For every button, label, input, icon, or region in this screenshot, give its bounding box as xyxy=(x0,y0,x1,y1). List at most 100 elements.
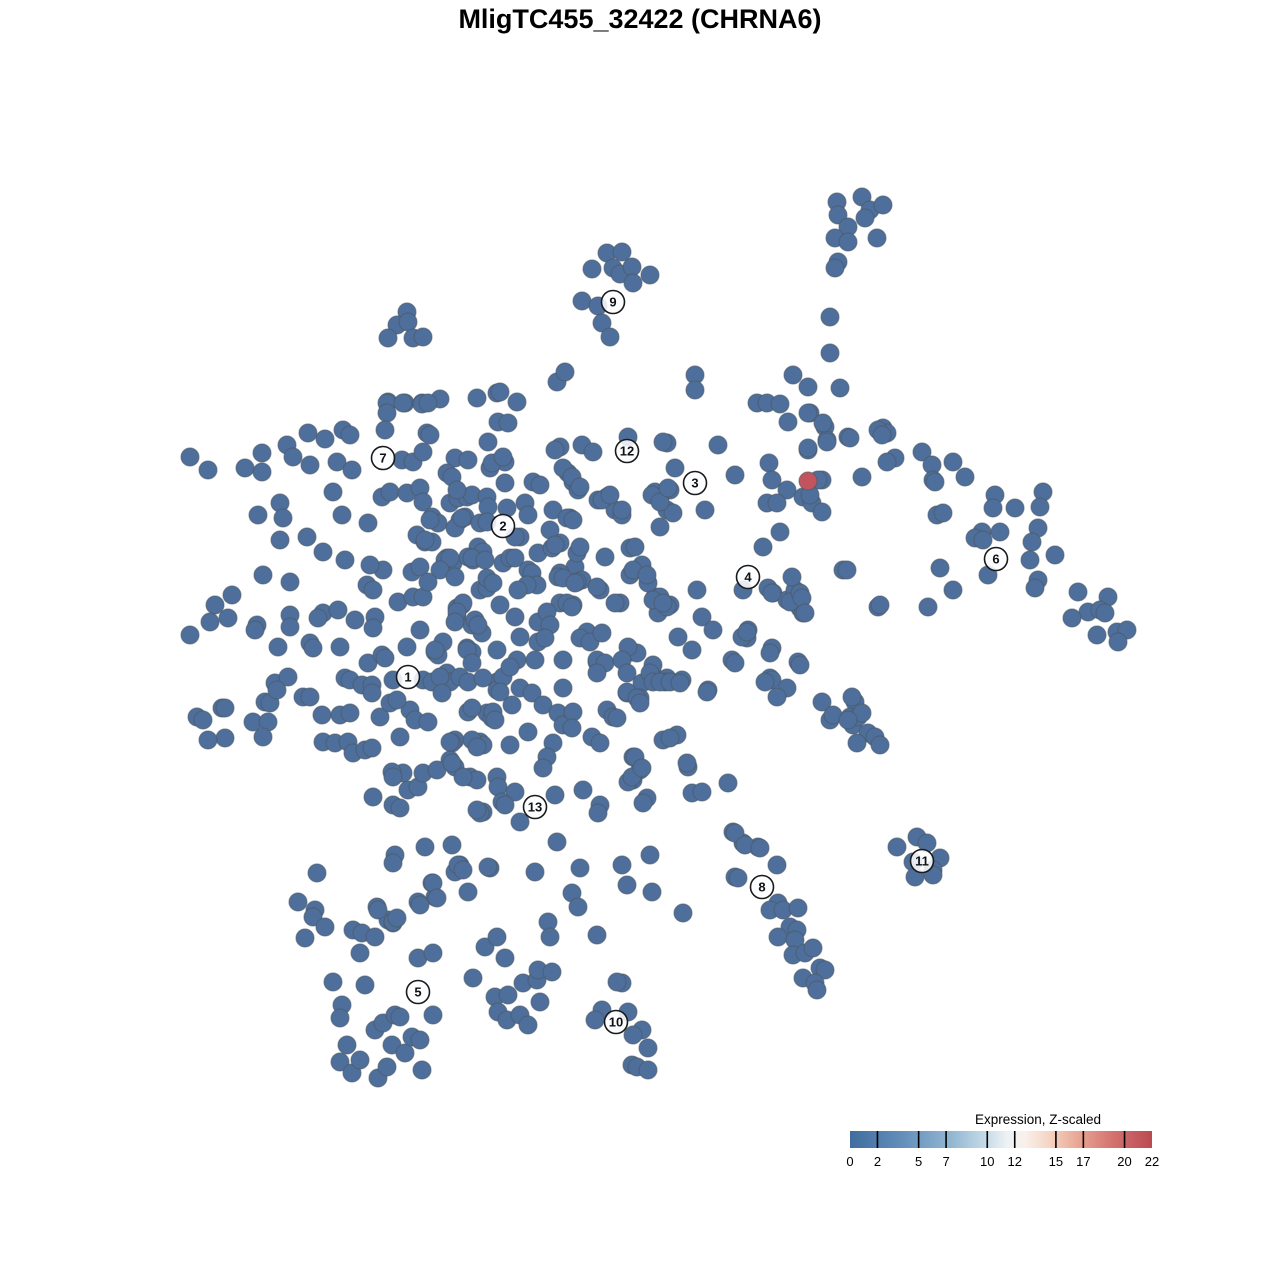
cell-point xyxy=(390,1007,410,1027)
cell-point xyxy=(413,327,433,347)
cell-point xyxy=(592,623,612,643)
cell-point xyxy=(803,938,823,958)
cell-point xyxy=(568,897,588,917)
cell-point xyxy=(638,1060,658,1080)
cell-point xyxy=(510,812,530,832)
cell-point xyxy=(553,650,573,670)
cell-point xyxy=(453,860,473,880)
cell-point xyxy=(518,722,538,742)
cell-point xyxy=(490,682,510,702)
cell-point xyxy=(930,558,950,578)
cluster-label-12: 12 xyxy=(614,438,640,464)
cell-point xyxy=(572,291,592,311)
scatter-points-layer xyxy=(180,187,1137,1088)
cell-point xyxy=(273,508,293,528)
cell-point xyxy=(418,393,438,413)
cell-point xyxy=(458,450,478,470)
cell-point xyxy=(770,394,790,414)
cell-point xyxy=(487,927,507,947)
cell-point xyxy=(368,900,388,920)
cell-point xyxy=(637,565,657,585)
cell-point xyxy=(692,782,712,802)
cell-point xyxy=(767,493,787,513)
cell-point xyxy=(340,425,360,445)
cluster-label-11: 11 xyxy=(909,848,935,874)
cell-point xyxy=(668,627,688,647)
cell-point xyxy=(820,343,840,363)
cell-point xyxy=(840,428,860,448)
cell-point xyxy=(267,680,287,700)
cell-point xyxy=(418,712,438,732)
cell-point xyxy=(737,622,757,642)
cell-point xyxy=(415,530,435,550)
cell-point xyxy=(215,698,235,718)
cell-point xyxy=(398,312,418,332)
cell-point xyxy=(387,908,407,928)
cell-point xyxy=(867,228,887,248)
cluster-label-circle xyxy=(405,979,431,1005)
cell-point xyxy=(783,365,803,385)
cell-point xyxy=(762,583,782,603)
cell-point xyxy=(553,678,573,698)
cell-point xyxy=(393,393,413,413)
cell-point xyxy=(1022,532,1042,552)
cell-point xyxy=(425,640,445,660)
cell-point xyxy=(673,903,693,923)
cell-point xyxy=(410,620,430,640)
cell-point xyxy=(607,972,627,992)
cell-point xyxy=(365,927,385,947)
cell-point xyxy=(582,259,602,279)
cell-point xyxy=(695,500,715,520)
cell-point xyxy=(390,727,410,747)
cell-point xyxy=(753,537,773,557)
cluster-label-4: 4 xyxy=(735,564,761,590)
cell-point xyxy=(420,510,440,530)
cell-point xyxy=(380,482,400,502)
cell-point xyxy=(663,503,683,523)
cell-point xyxy=(545,440,565,460)
cell-point xyxy=(440,732,460,752)
cell-point xyxy=(612,855,632,875)
cluster-label-2: 2 xyxy=(490,513,516,539)
cell-point xyxy=(788,898,808,918)
cell-point xyxy=(442,835,462,855)
cell-point xyxy=(500,657,520,677)
cell-point xyxy=(767,855,787,875)
cell-point xyxy=(487,640,507,660)
cluster-label-number: 3 xyxy=(691,476,698,491)
legend-tick-labels: 0 2 5 7 10 12 15 17 20 22 xyxy=(846,1154,1159,1169)
legend-tick-label: 12 xyxy=(1007,1154,1021,1169)
cell-point xyxy=(245,620,265,640)
cell-point xyxy=(570,858,590,878)
plot-title: MligTC455_32422 (CHRNA6) xyxy=(458,4,821,34)
cell-point xyxy=(375,420,395,440)
cell-point xyxy=(640,265,660,285)
cell-point xyxy=(973,530,993,550)
cell-point xyxy=(990,522,1010,542)
cluster-label-number: 12 xyxy=(620,444,634,459)
cell-point xyxy=(387,690,407,710)
cell-point xyxy=(570,537,590,557)
cell-point xyxy=(872,425,892,445)
cluster-label-number: 9 xyxy=(609,295,616,310)
expression-colorbar-legend: Expression, Z-scaled 0 2 5 7 10 12 15 17 20 22 xyxy=(846,1112,1159,1169)
cell-point xyxy=(825,258,845,278)
cell-point xyxy=(830,378,850,398)
cell-point xyxy=(563,702,583,722)
cell-point xyxy=(760,643,780,663)
cluster-label-circle xyxy=(614,438,640,464)
cell-point xyxy=(462,698,482,718)
cell-point xyxy=(588,803,608,823)
cell-point xyxy=(427,888,447,908)
cell-point xyxy=(390,798,410,818)
cell-point xyxy=(778,412,798,432)
cell-point xyxy=(725,653,745,673)
cluster-label-8: 8 xyxy=(749,874,775,900)
cell-point xyxy=(525,862,545,882)
cell-point xyxy=(268,637,288,657)
cell-point xyxy=(420,425,440,445)
cell-point xyxy=(522,683,542,703)
cell-point xyxy=(253,565,273,585)
